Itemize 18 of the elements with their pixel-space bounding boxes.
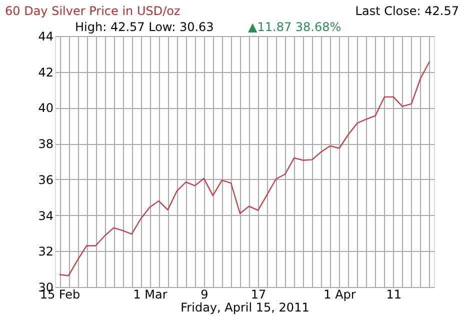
y-tick-label: 42 (38, 65, 54, 80)
y-tick-label: 34 (38, 208, 54, 223)
x-tick-label: 17 (250, 288, 266, 302)
y-tick-label: 36 (38, 172, 54, 187)
x-tick-label: 11 (386, 288, 402, 302)
text: ▲11.87 38.68% (248, 20, 342, 34)
x-tick-label: 1 Mar (133, 288, 168, 302)
y-tick-label: 38 (38, 137, 54, 152)
line-series (58, 61, 430, 276)
chart-subtitle: High: 42.57 Low: 30.63 (75, 20, 214, 34)
x-tick-label: 9 (200, 288, 208, 302)
y-tick-label: 40 (38, 101, 54, 116)
x-axis-title: Friday, April 15, 2011 (180, 300, 310, 314)
y-tick-label: 44 (38, 30, 54, 44)
text: Last Close: 42.57 (355, 4, 459, 18)
x-tick-label: 1 Apr (324, 288, 356, 302)
chart-title: 60 Day Silver Price in USD/oz (5, 4, 180, 18)
y-tick-label: 32 (38, 244, 54, 259)
